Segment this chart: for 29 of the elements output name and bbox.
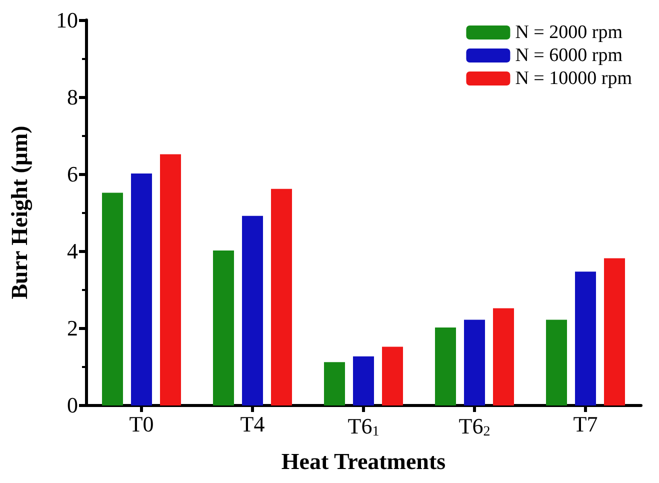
bar: [242, 216, 263, 406]
bar: [493, 308, 514, 406]
x-tick-label: T7: [573, 412, 598, 436]
bar: [464, 320, 485, 406]
bar: [271, 188, 292, 406]
bar: [131, 174, 152, 406]
x-axis-title: Heat Treatments: [281, 449, 446, 474]
bar: [102, 192, 123, 406]
y-tick-label: 2: [67, 316, 78, 340]
x-tick-label: T4: [240, 412, 265, 436]
legend-label: N = 2000 rpm: [515, 22, 623, 43]
y-tick-label: 10: [56, 8, 78, 32]
y-tick-label: 0: [67, 392, 78, 418]
bar: [160, 154, 181, 406]
y-tick-label: 4: [67, 238, 78, 264]
legend-label: N = 10000 rpm: [515, 68, 632, 89]
bar: [575, 272, 596, 406]
legend-label: N = 6000 rpm: [515, 45, 623, 66]
x-tick-label: T0: [129, 412, 154, 436]
bar: [435, 328, 456, 406]
bar: [604, 258, 625, 406]
y-axis-title: Burr Height (μm): [7, 126, 33, 300]
bar: [382, 346, 403, 406]
y-tick-label: 6: [67, 162, 78, 186]
bar: [353, 356, 374, 406]
bar: [213, 250, 234, 406]
bar: [546, 320, 567, 406]
bar: [324, 362, 345, 406]
y-tick-label: 8: [67, 84, 78, 110]
